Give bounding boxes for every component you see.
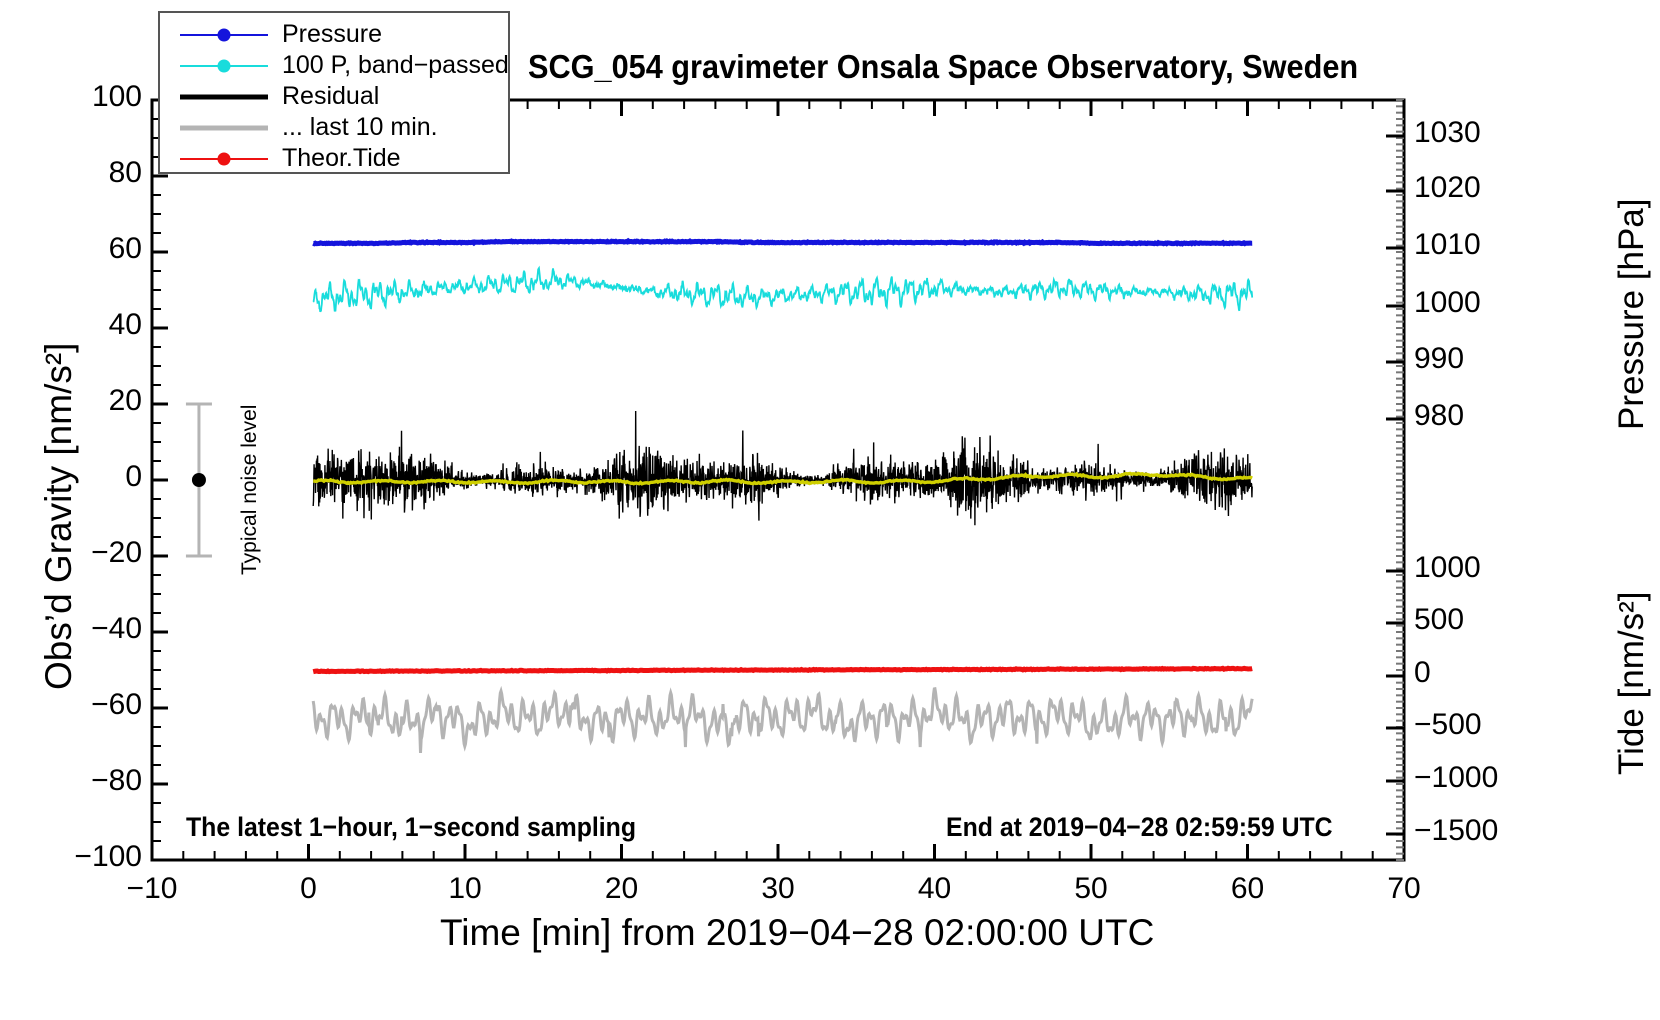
tick-label: −60 (91, 688, 142, 721)
page-title: SCG_054 gravimeter Onsala Space Observat… (528, 48, 1359, 85)
legend-swatch-theor-tide (180, 149, 268, 169)
legend-label-residual: Residual (282, 82, 380, 110)
tick-label: 1010 (1414, 228, 1481, 261)
legend-item-theor-tide[interactable]: Theor.Tide (160, 143, 508, 174)
tick-label: −1000 (1414, 761, 1499, 794)
legend-item-pressure[interactable]: Pressure (160, 19, 508, 50)
tick-label: −40 (91, 612, 142, 645)
y-axis-tide-title: Tide [nm/s²] (1612, 591, 1651, 775)
tick-label: 0 (1414, 656, 1431, 689)
x-tick-label: 30 (761, 872, 795, 905)
legend-swatch-pressure (180, 25, 268, 45)
x-tick-label: 10 (448, 872, 482, 905)
tick-label: 100 (91, 80, 142, 113)
trace-band-passed (312, 265, 1254, 313)
legend[interactable]: Pressure 100 P, band−passed Residual ...… (158, 11, 510, 174)
tick-label: 1030 (1414, 116, 1481, 149)
tick-label: −20 (91, 536, 142, 569)
legend-label-pressure: Pressure (282, 20, 383, 48)
tick-label: 980 (1414, 399, 1465, 432)
legend-label-band-passed: 100 P, band−passed (282, 51, 509, 79)
tick-label: 20 (108, 384, 142, 417)
tick-label: 0 (125, 460, 142, 493)
tick-label: 80 (108, 156, 142, 189)
data-traces (311, 237, 1254, 754)
footer-note-left: The latest 1−hour, 1−second sampling (186, 812, 637, 842)
legend-label-last-10-min: ... last 10 min. (282, 113, 438, 141)
tick-label: −100 (74, 840, 142, 873)
y-axis-left-title: Obs’d Gravity [nm/s²] (38, 342, 79, 690)
trace-residual (312, 411, 1253, 526)
typical-noise-level-errorbar (185, 402, 212, 558)
x-tick-label: 0 (300, 872, 317, 905)
tick-label: 500 (1414, 603, 1465, 636)
trace-pressure (312, 237, 1253, 247)
tick-label: 1000 (1414, 286, 1481, 319)
tick-label: 1020 (1414, 171, 1481, 204)
x-tick-label: 70 (1387, 872, 1421, 905)
legend-swatch-band-passed (180, 56, 268, 76)
x-tick-label: 40 (917, 872, 952, 905)
tick-label: −500 (1414, 708, 1482, 741)
legend-item-last-10-min[interactable]: ... last 10 min. (160, 112, 508, 143)
trace-theor-tide (312, 665, 1253, 675)
legend-item-residual[interactable]: Residual (160, 81, 508, 112)
legend-label-theor-tide: Theor.Tide (282, 144, 401, 172)
tick-label: 40 (108, 308, 142, 341)
legend-swatch-residual (180, 87, 268, 107)
footer-note-right: End at 2019−04−28 02:59:59 UTC (946, 812, 1333, 842)
x-tick-label: 60 (1230, 872, 1265, 905)
x-axis-ticks (150, 844, 1406, 860)
trace-residual-smoothed (313, 471, 1253, 486)
trace-last-10-min (311, 685, 1254, 754)
x-axis-title: Time [min] from 2019−04−28 02:00:00 UTC (440, 912, 1155, 953)
tick-label: −80 (91, 764, 142, 797)
x-tick-label: −10 (126, 872, 178, 905)
typical-noise-level-label: Typical noise level (238, 404, 261, 575)
y-axis-pressure-title: Pressure [hPa] (1612, 198, 1651, 431)
x-tick-label: 20 (604, 872, 639, 905)
x-tick-label: 50 (1074, 872, 1108, 905)
y-axis-left-ticks (152, 98, 168, 862)
legend-swatch-last-10-min (180, 118, 268, 138)
tick-label: 60 (108, 232, 142, 265)
y-axis-right-ticks (1386, 99, 1404, 861)
tick-label: 990 (1414, 342, 1465, 375)
tick-label: 1000 (1414, 551, 1481, 584)
legend-item-band-passed[interactable]: 100 P, band−passed (160, 50, 509, 81)
tick-label: −1500 (1414, 814, 1499, 847)
